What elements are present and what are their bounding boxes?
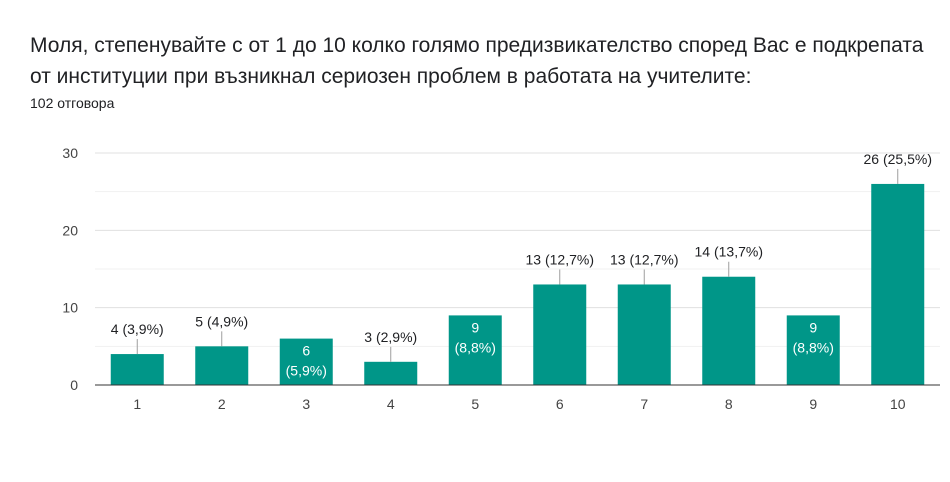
bar-2[interactable]	[195, 346, 249, 385]
y-tick-label: 30	[62, 145, 78, 161]
bar-3[interactable]	[279, 338, 333, 385]
data-label: 9	[809, 319, 817, 335]
x-tick-label: 1	[133, 396, 141, 412]
bar-9[interactable]	[786, 315, 840, 385]
y-tick-label: 0	[70, 377, 78, 393]
data-label-percent: (8,8%)	[455, 339, 496, 355]
y-tick-label: 10	[62, 300, 78, 316]
x-tick-label: 4	[387, 396, 395, 412]
x-tick-label: 5	[471, 396, 479, 412]
question-title: Моля, степенувайте с от 1 до 10 колко го…	[30, 34, 924, 88]
data-label: 4 (3,9%)	[111, 321, 164, 337]
bar-1[interactable]	[110, 354, 164, 385]
data-label: 9	[471, 319, 479, 335]
x-tick-label: 6	[556, 396, 564, 412]
x-tick-label: 9	[809, 396, 817, 412]
x-tick-label: 7	[640, 396, 648, 412]
response-count: 102 отговора	[30, 95, 115, 111]
x-axis: 1 2 3 4 5 6 7 8 9 10	[95, 384, 940, 412]
bar-6[interactable]	[533, 284, 587, 385]
bar-10[interactable]	[871, 183, 925, 385]
x-tick-label: 8	[725, 396, 733, 412]
x-tick-label: 10	[890, 396, 906, 412]
data-label: 5 (4,9%)	[195, 313, 248, 329]
x-tick-label: 3	[302, 396, 310, 412]
data-label: 14 (13,7%)	[695, 244, 763, 260]
data-label: 26 (25,5%)	[864, 151, 932, 167]
bar-8[interactable]	[702, 276, 756, 385]
bar-7[interactable]	[617, 284, 671, 385]
data-label: 13 (12,7%)	[610, 251, 678, 267]
x-tick-label: 2	[218, 396, 226, 412]
data-labels: 4 (3,9%) 5 (4,9%) 6 (5,9%) 3 (2,9%) 9 (8,8%) 13…	[111, 151, 932, 379]
data-label-percent: (8,8%)	[793, 339, 834, 355]
bar-5[interactable]	[448, 315, 502, 385]
bars	[110, 183, 925, 385]
y-axis: 0 10 20 30	[62, 145, 78, 393]
data-label-percent: (5,9%)	[286, 363, 327, 379]
data-label: 6	[302, 343, 310, 359]
y-tick-label: 20	[62, 222, 78, 238]
bar-4[interactable]	[364, 361, 418, 385]
data-label: 13 (12,7%)	[526, 251, 594, 267]
data-label: 3 (2,9%)	[364, 329, 417, 345]
